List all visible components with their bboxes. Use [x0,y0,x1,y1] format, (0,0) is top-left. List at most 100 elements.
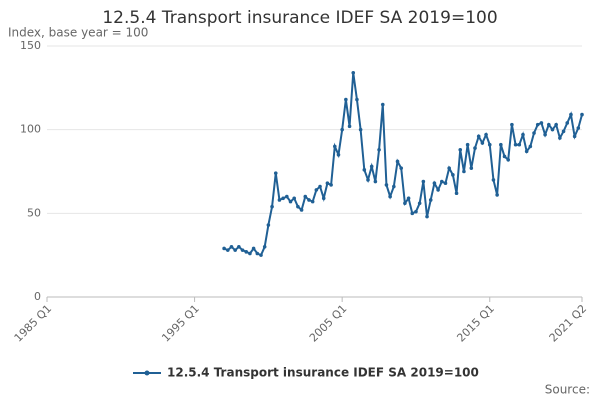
point [462,169,466,174]
y-tick-label: 50 [27,206,41,219]
point [362,168,367,172]
point [517,142,522,147]
point [373,179,378,184]
point [340,127,344,132]
point [550,127,555,132]
x-tick-label: 1985 Q1 [12,302,55,345]
point [502,154,507,159]
point [225,248,230,252]
point [439,179,444,184]
point [222,246,226,251]
point [399,166,404,170]
point [314,188,319,192]
point [454,191,459,196]
point [528,144,533,149]
point [318,184,322,189]
point [495,193,499,197]
point [307,198,311,202]
point [535,122,540,127]
point [451,173,455,177]
point [436,188,440,192]
source: Source: [545,383,590,397]
point [543,132,547,137]
point [366,178,370,182]
point [532,131,536,135]
x-tick-label: 2021 Q2 [547,302,590,345]
line [223,72,583,257]
point [310,199,315,204]
point [292,196,297,201]
point [458,147,463,152]
point [336,152,341,157]
point [473,146,477,150]
point [355,97,359,102]
point [513,142,518,147]
point [248,251,252,256]
point [539,121,544,125]
point [554,122,558,127]
point [344,97,348,102]
point [281,196,285,201]
point [546,122,551,127]
x-tick-label: 2015 Q1 [454,302,497,345]
point [259,253,263,257]
point [240,248,245,252]
point [432,181,437,186]
point [233,248,237,252]
legend-marker [144,370,150,376]
point [325,181,330,186]
point [414,209,418,214]
point [270,204,274,209]
subtitle: Index, base year = 100 [8,26,148,40]
point [262,245,267,249]
point [465,142,470,147]
y-tick-label: 0 [34,290,41,303]
point [244,250,249,254]
point [296,204,300,209]
point [580,112,584,117]
point [329,183,333,187]
point [417,201,422,206]
point [425,214,429,219]
point [392,184,396,189]
point [358,127,363,132]
point [388,194,392,199]
point [273,171,278,175]
point [332,144,337,149]
point [255,251,260,256]
point [476,134,481,139]
point [403,201,407,206]
chart-title: 12.5.4 Transport insurance IDEF SA 2019=… [102,8,497,28]
point [406,196,411,201]
point [266,223,271,227]
point [487,142,492,147]
point [321,196,326,201]
point [524,149,529,154]
x-tick-label: 1995 Q1 [159,302,202,345]
legend-label: 12.5.4 Transport insurance IDEF SA 2019=… [167,366,479,380]
point [299,208,304,212]
point [506,157,511,162]
x-tick-label: 2005 Q1 [307,302,350,345]
y-tick-label: 100 [20,123,41,136]
point [303,194,308,199]
point [384,183,389,187]
point [380,102,385,107]
point [285,194,289,199]
point [377,147,381,152]
point [558,136,562,140]
point [410,211,415,216]
point [565,121,570,125]
point [480,141,485,145]
point [561,129,566,134]
point [277,198,282,202]
point [395,159,400,164]
point [347,124,352,129]
point [288,199,293,204]
point [421,179,426,184]
point [447,166,451,170]
point [491,178,496,182]
point [576,126,581,130]
point [428,198,433,202]
